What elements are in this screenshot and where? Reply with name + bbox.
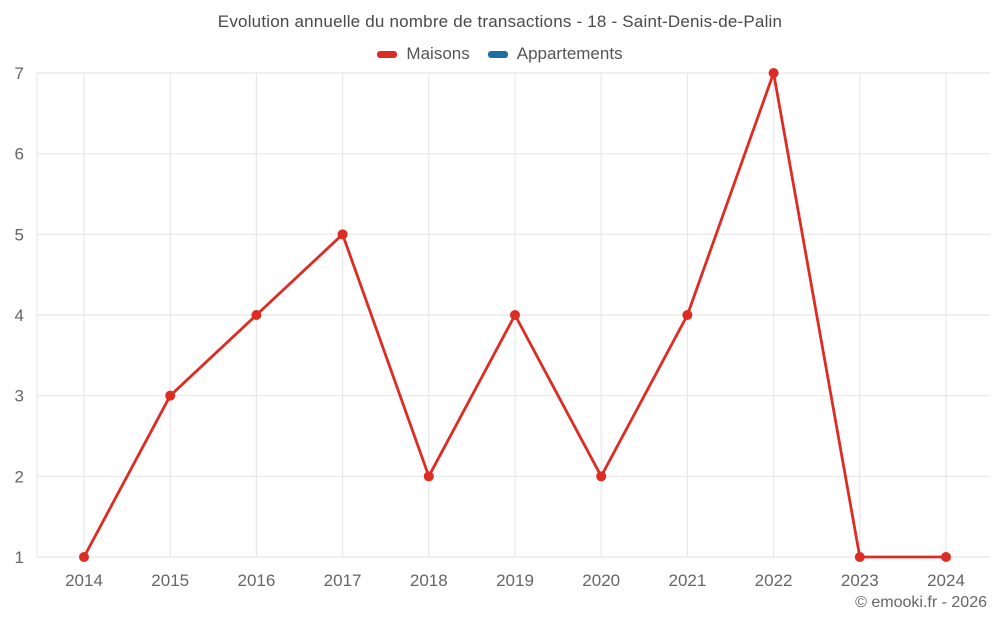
x-tick-label: 2021 xyxy=(668,571,706,590)
legend-label-maisons: Maisons xyxy=(406,44,470,63)
x-tick-label: 2022 xyxy=(755,571,793,590)
data-point-maisons-2023[interactable] xyxy=(854,552,865,562)
y-tick-label: 1 xyxy=(15,548,24,567)
y-tick-label: 7 xyxy=(15,64,24,83)
data-point-maisons-2017[interactable] xyxy=(337,229,348,240)
data-point-maisons-2020[interactable] xyxy=(596,471,607,482)
appartements-swatch-icon xyxy=(487,50,508,58)
data-point-maisons-2015[interactable] xyxy=(165,390,176,401)
x-tick-label: 2014 xyxy=(65,571,103,590)
maisons-swatch-icon xyxy=(377,50,398,58)
data-point-maisons-2016[interactable] xyxy=(251,310,262,320)
x-tick-label: 2023 xyxy=(841,571,879,590)
data-point-maisons-2019[interactable] xyxy=(510,310,520,320)
legend-item-maisons[interactable]: Maisons xyxy=(377,44,470,64)
x-tick-label: 2019 xyxy=(496,571,534,590)
credit-text: © emooki.fr - 2026 xyxy=(855,594,987,611)
data-point-maisons-2022[interactable] xyxy=(768,68,779,78)
y-tick-label: 4 xyxy=(15,306,24,325)
x-tick-label: 2018 xyxy=(410,571,448,590)
legend-label-appartements: Appartements xyxy=(516,44,623,63)
data-point-maisons-2014[interactable] xyxy=(79,552,89,562)
data-point-maisons-2018[interactable] xyxy=(423,471,434,482)
y-tick-label: 6 xyxy=(15,145,24,164)
x-tick-label: 2024 xyxy=(927,571,965,590)
x-tick-label: 2017 xyxy=(324,571,362,590)
legend: Maisons Appartements xyxy=(0,44,1000,64)
x-tick-label: 2015 xyxy=(151,571,189,590)
data-point-maisons-2021[interactable] xyxy=(682,310,693,320)
data-point-maisons-2024[interactable] xyxy=(941,552,951,562)
chart-title: Evolution annuelle du nombre de transact… xyxy=(217,12,783,31)
y-tick-label: 3 xyxy=(15,387,24,406)
legend-item-appartements[interactable]: Appartements xyxy=(487,44,623,64)
x-tick-label: 2016 xyxy=(237,571,275,590)
y-tick-label: 5 xyxy=(15,225,24,244)
y-tick-label: 2 xyxy=(15,467,24,486)
x-tick-label: 2020 xyxy=(582,571,620,590)
